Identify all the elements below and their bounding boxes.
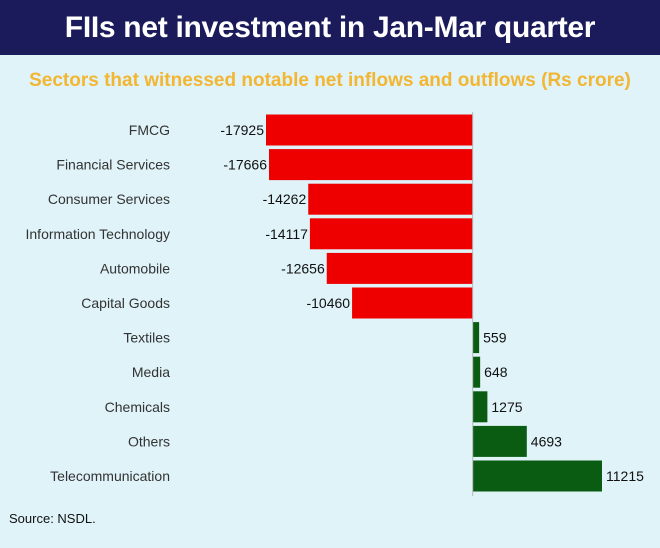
category-label-capital-goods: Capital Goods: [81, 295, 170, 311]
bar-media: [472, 356, 481, 388]
bar-automobile: [326, 252, 473, 284]
bar-telecommunication: [472, 460, 602, 492]
value-label-telecommunication: 11215: [606, 468, 644, 484]
bar-financial-services: [268, 149, 473, 181]
category-label-financial-services: Financial Services: [56, 157, 170, 173]
value-label-others: 4693: [531, 433, 562, 449]
value-label-automobile: -12656: [281, 260, 325, 276]
bar-others: [472, 425, 527, 457]
value-label-consumer-services: -14262: [263, 191, 307, 207]
chart-title: Sectors that witnessed notable net inflo…: [29, 70, 631, 91]
category-label-chemicals: Chemicals: [105, 399, 170, 415]
bar-information-technology: [309, 218, 473, 250]
value-label-capital-goods: -10460: [306, 295, 350, 311]
source-note: Source: NSDL.: [9, 511, 96, 526]
bar-chart: FMCG -17925 Financial Services -17666 Consum…: [26, 112, 644, 496]
category-label-telecommunication: Telecommunication: [50, 468, 170, 484]
bar-fmcg: [266, 114, 473, 146]
category-label-media: Media: [132, 364, 170, 380]
bar-chemicals: [472, 391, 488, 423]
value-label-financial-services: -17666: [223, 157, 267, 173]
value-label-fmcg: -17925: [220, 122, 264, 138]
value-label-information-technology: -14117: [265, 226, 308, 242]
category-label-fmcg: FMCG: [129, 122, 170, 138]
page-title: FIIs net investment in Jan-Mar quarter: [0, 0, 660, 55]
category-label-information-technology: Information Technology: [26, 226, 171, 242]
bar-textiles: [472, 322, 480, 354]
bar-capital-goods: [352, 287, 473, 319]
category-label-textiles: Textiles: [123, 330, 170, 346]
bar-consumer-services: [308, 183, 473, 215]
category-label-automobile: Automobile: [100, 260, 170, 276]
value-label-media: 648: [484, 364, 508, 380]
value-label-chemicals: 1275: [491, 399, 522, 415]
category-label-others: Others: [128, 433, 170, 449]
category-label-consumer-services: Consumer Services: [48, 191, 170, 207]
value-label-textiles: 559: [483, 330, 507, 346]
